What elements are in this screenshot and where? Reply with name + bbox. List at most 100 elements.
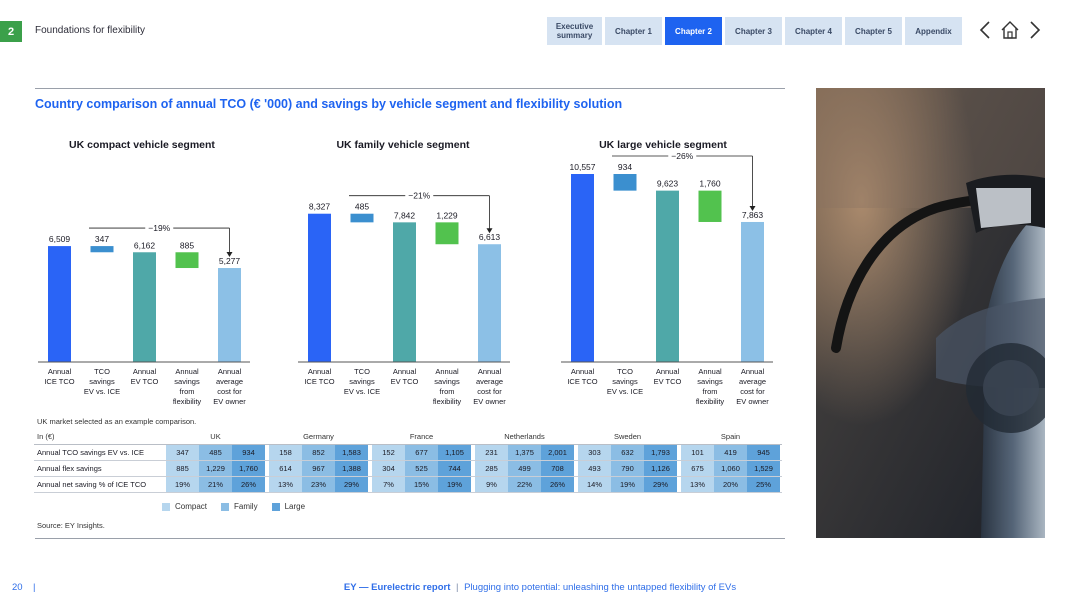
bar xyxy=(571,174,594,362)
table-cell: 22% xyxy=(508,477,541,492)
data-label: 10,557 xyxy=(570,162,596,172)
section-title: Foundations for flexibility xyxy=(35,25,146,36)
footer-text: EY — Eurelectric report | Plugging into … xyxy=(0,582,1080,593)
data-label: 485 xyxy=(355,202,369,212)
section-number-badge: 2 xyxy=(0,21,22,42)
country-header: Germany xyxy=(303,432,334,441)
category-label: EV TCO xyxy=(654,377,682,386)
row-label: Annual net saving % of ICE TCO xyxy=(37,480,147,489)
country-comparison-table: In (€) UK Germany France Netherlands Swe… xyxy=(34,429,782,493)
table-cell: 19% xyxy=(611,477,644,492)
chevron-left-icon[interactable] xyxy=(978,20,992,40)
table-cell: 945 xyxy=(747,445,780,460)
data-label: 6,162 xyxy=(134,240,156,250)
country-cell-group: 13% 23% 29% xyxy=(267,477,370,492)
tab-chapter-5[interactable]: Chapter 5 xyxy=(845,17,902,45)
home-icon[interactable] xyxy=(1000,20,1020,40)
data-label: 7,863 xyxy=(742,210,764,220)
tab-chapter-2[interactable]: Chapter 2 xyxy=(665,17,722,45)
table-cell: 26% xyxy=(232,477,265,492)
percent-annotation: −21% xyxy=(408,191,430,201)
row-label: Annual TCO savings EV vs. ICE xyxy=(37,448,144,457)
legend-item-compact: Compact xyxy=(162,502,207,511)
table-cell: 790 xyxy=(611,461,644,476)
category-label: ICE TCO xyxy=(304,377,334,386)
country-cell-group: 285 499 708 xyxy=(473,461,576,476)
table-cell: 231 xyxy=(475,445,508,460)
category-label: TCO xyxy=(354,367,370,376)
data-label: 934 xyxy=(618,162,632,172)
category-label: savings xyxy=(349,377,375,386)
bar xyxy=(48,246,71,362)
bar xyxy=(656,190,679,362)
unit-label: In (€) xyxy=(37,432,55,441)
category-label: EV TCO xyxy=(391,377,419,386)
category-label: TCO xyxy=(617,367,633,376)
tab-executive-summary[interactable]: Executive summary xyxy=(547,17,602,45)
country-header: Sweden xyxy=(613,432,642,441)
legend-item-family: Family xyxy=(221,502,258,511)
category-label: savings xyxy=(89,377,115,386)
chapter-nav: Executive summary Chapter 1 Chapter 2 Ch… xyxy=(547,17,962,45)
legend-swatch xyxy=(271,502,280,511)
category-label: Annual xyxy=(175,367,199,376)
table-row: Annual flex savings 885 1,229 1,760 614 967 1,… xyxy=(34,461,782,477)
table-cell: 632 xyxy=(611,445,644,460)
legend-label: Large xyxy=(284,502,306,511)
legend-item-large: Large xyxy=(271,502,306,511)
table-cell: 1,793 xyxy=(644,445,677,460)
category-label: average xyxy=(216,377,243,386)
table-cell: 485 xyxy=(199,445,232,460)
category-label: average xyxy=(476,377,503,386)
table-note: UK market selected as an example compari… xyxy=(37,417,197,426)
category-label: EV owner xyxy=(736,397,769,406)
table-cell: 1,060 xyxy=(714,461,747,476)
row-label: Annual flex savings xyxy=(37,464,102,473)
category-label: Annual xyxy=(435,367,459,376)
tab-chapter-3[interactable]: Chapter 3 xyxy=(725,17,782,45)
category-label: ICE TCO xyxy=(44,377,74,386)
table-cell: 347 xyxy=(166,445,199,460)
table-cell: 158 xyxy=(269,445,302,460)
table-cell: 21% xyxy=(199,477,232,492)
data-label: 5,277 xyxy=(219,256,241,266)
tab-chapter-4[interactable]: Chapter 4 xyxy=(785,17,842,45)
table-header-row: In (€) UK Germany France Netherlands Swe… xyxy=(34,429,782,445)
category-label: savings xyxy=(434,377,460,386)
country-cell-group: 13% 20% 25% xyxy=(679,477,782,492)
table-cell: 26% xyxy=(541,477,574,492)
bar xyxy=(350,213,374,223)
category-label: flexibility xyxy=(433,397,462,406)
bar xyxy=(133,252,156,362)
table-cell: 13% xyxy=(681,477,714,492)
table-cell: 285 xyxy=(475,461,508,476)
table-cell: 934 xyxy=(232,445,265,460)
bar xyxy=(393,222,416,362)
bar xyxy=(741,221,764,362)
category-label: Annual xyxy=(478,367,502,376)
chevron-right-icon[interactable] xyxy=(1028,20,1042,40)
country-header: Spain xyxy=(720,432,741,441)
bar xyxy=(90,246,114,253)
annotation-arrowhead xyxy=(226,252,233,258)
tab-appendix[interactable]: Appendix xyxy=(905,17,962,45)
table-cell: 7% xyxy=(372,477,405,492)
country-cell-group: 493 790 1,126 xyxy=(576,461,679,476)
data-label: 1,229 xyxy=(436,210,458,220)
table-cell: 303 xyxy=(578,445,611,460)
category-label: from xyxy=(703,387,718,396)
tab-chapter-1[interactable]: Chapter 1 xyxy=(605,17,662,45)
country-cell-group: 347 485 934 xyxy=(164,445,267,460)
bar xyxy=(218,268,241,362)
table-cell: 29% xyxy=(335,477,368,492)
table-cell: 677 xyxy=(405,445,438,460)
table-cell: 29% xyxy=(644,477,677,492)
bottom-divider xyxy=(35,538,785,539)
chart-title: UK family vehicle segment xyxy=(336,139,470,151)
category-label: Annual xyxy=(48,367,72,376)
bar xyxy=(308,213,331,362)
table-row: Annual TCO savings EV vs. ICE 347 485 934 15… xyxy=(34,445,782,461)
category-label: flexibility xyxy=(173,397,202,406)
category-label: TCO xyxy=(94,367,110,376)
category-label: savings xyxy=(174,377,200,386)
